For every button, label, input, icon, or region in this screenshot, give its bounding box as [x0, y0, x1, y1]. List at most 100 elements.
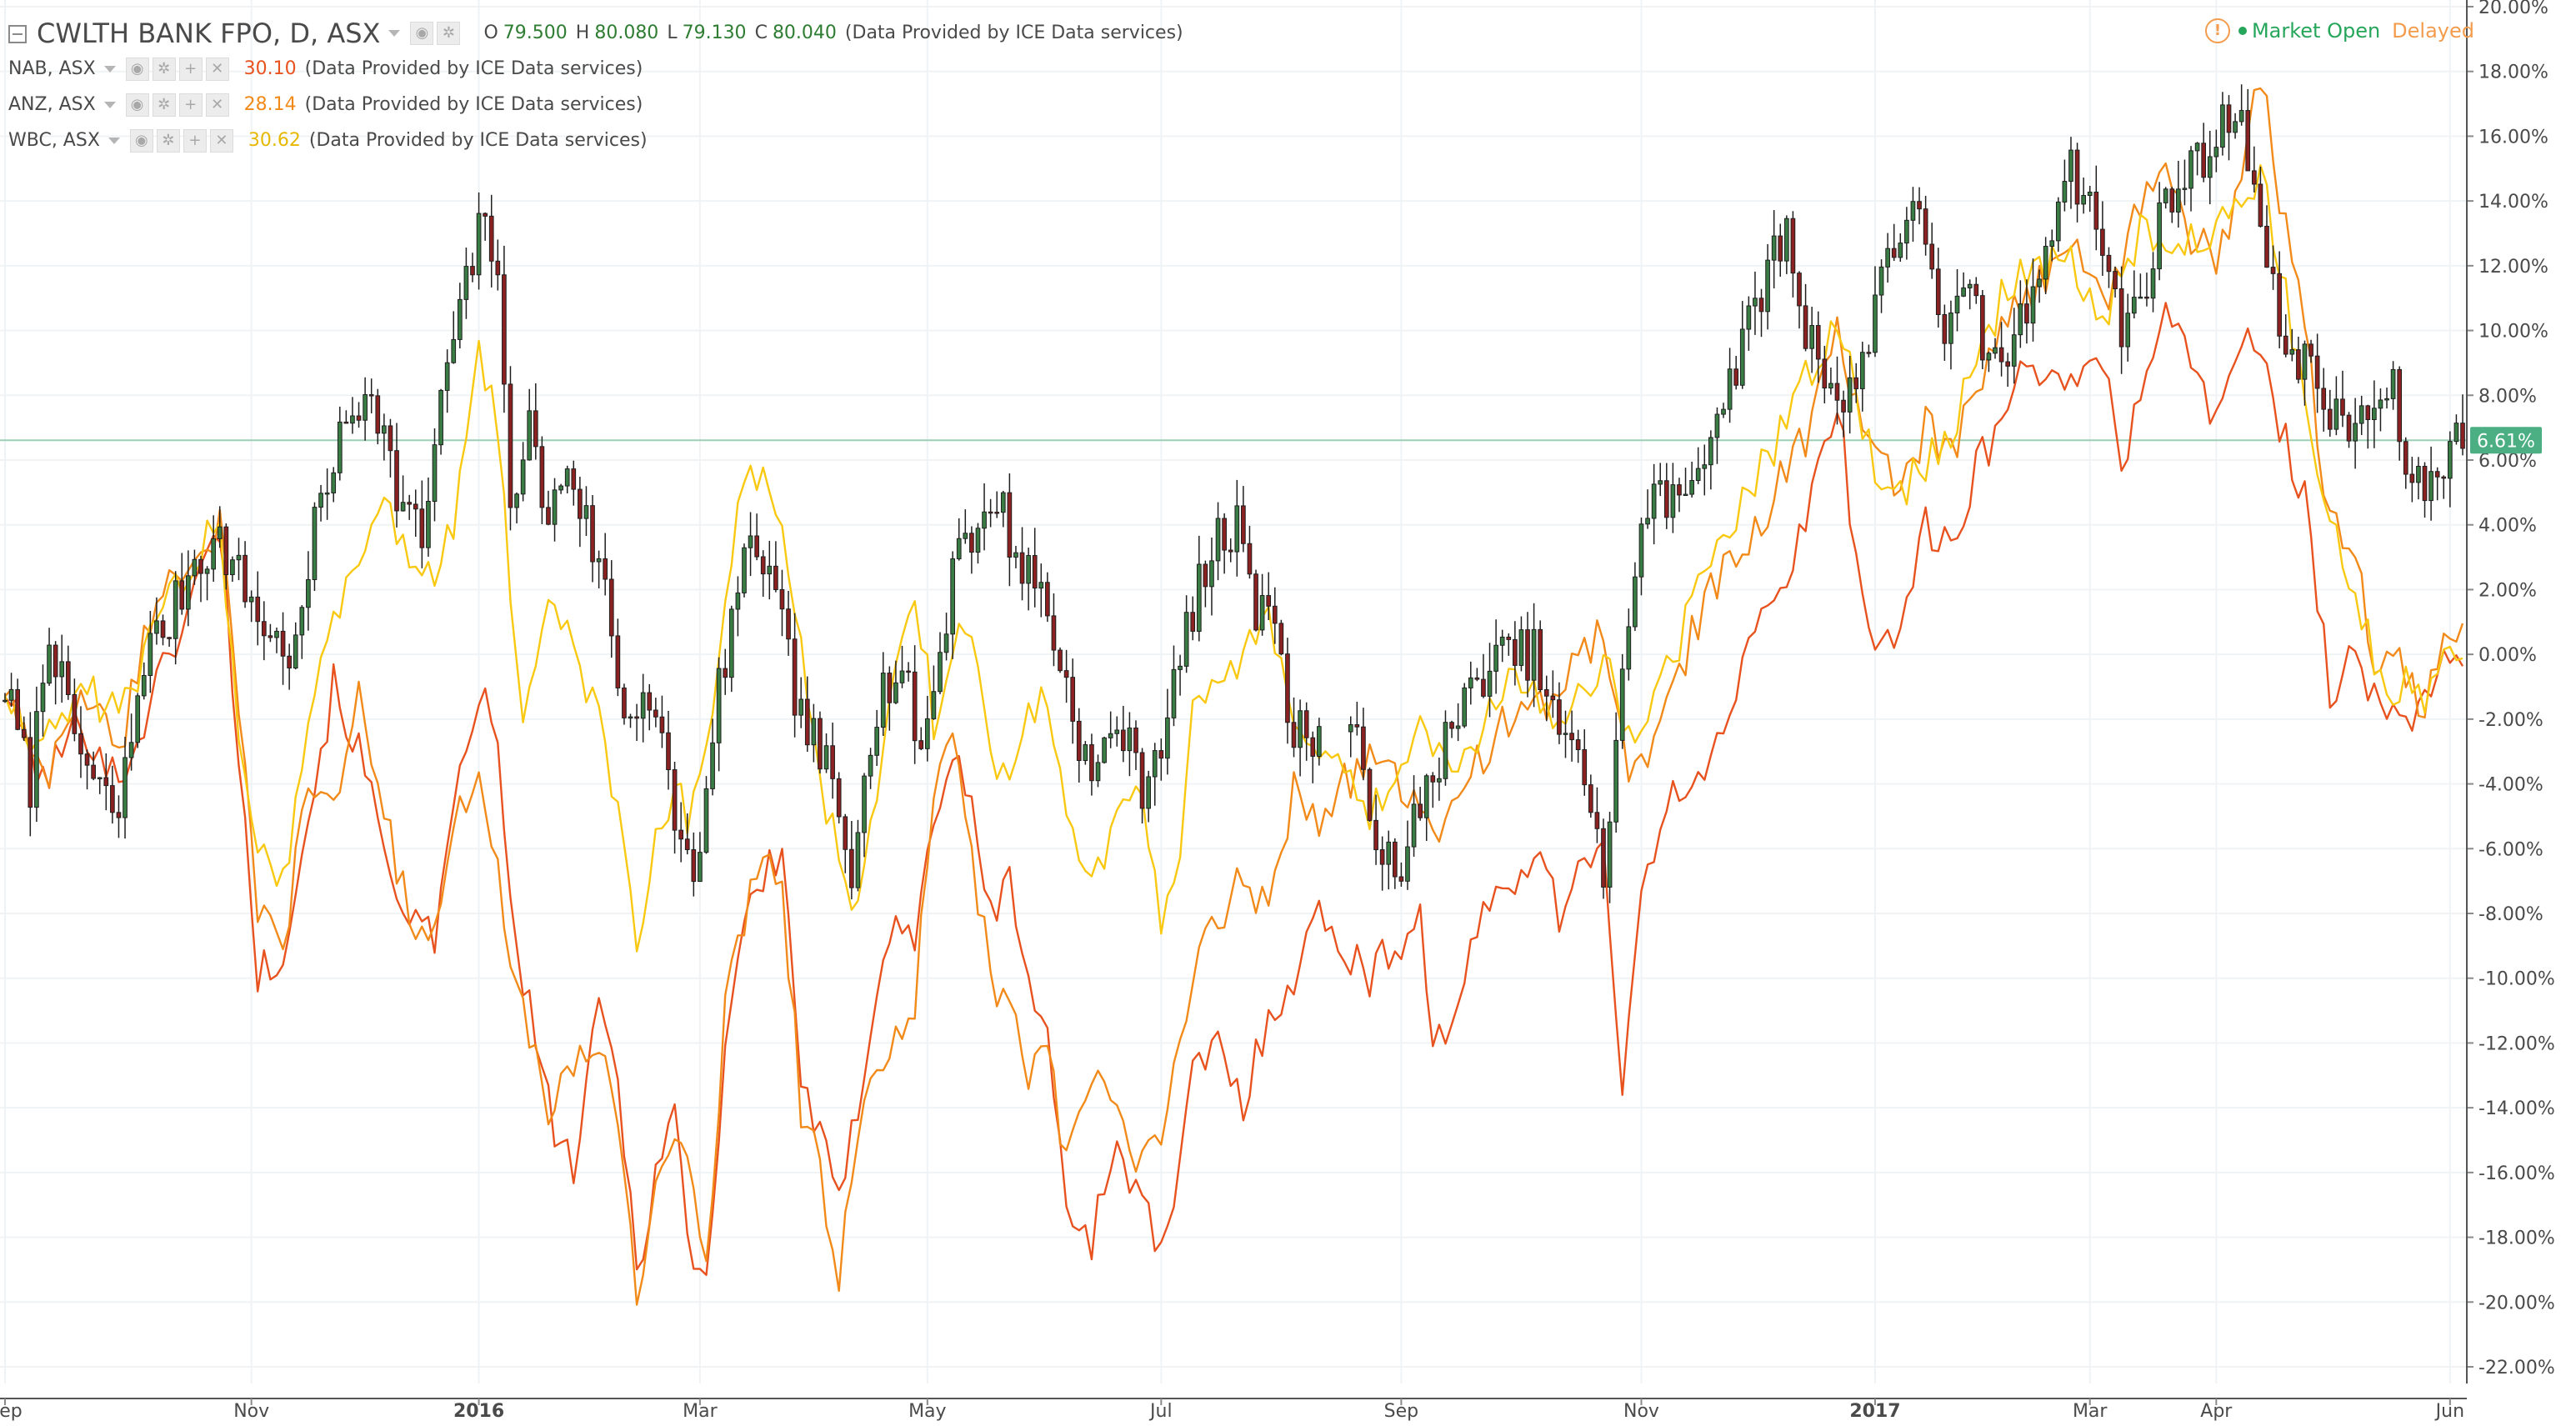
chevron-down-icon[interactable] — [103, 101, 116, 108]
candle-body — [1695, 468, 1701, 482]
candle-body — [735, 592, 741, 610]
close-icon[interactable]: ✕ — [205, 93, 229, 117]
chevron-down-icon[interactable] — [103, 65, 116, 73]
candle-body — [1259, 595, 1265, 631]
chevron-down-icon[interactable] — [108, 137, 120, 144]
candle-body — [160, 620, 166, 638]
candle-body — [274, 630, 279, 638]
candle-body — [2233, 121, 2238, 133]
candle-body — [407, 502, 413, 505]
candle-body — [324, 492, 330, 495]
settings-icon[interactable]: ✲ — [437, 21, 461, 45]
candle-body — [1765, 259, 1770, 313]
candle-body — [1443, 722, 1448, 779]
candle-body — [1146, 776, 1152, 809]
main-symbol[interactable]: CWLTH BANK FPO, D, ASX — [37, 17, 381, 49]
candle-body — [931, 691, 937, 719]
candle-body — [1594, 812, 1600, 829]
y-tick-label: 12.00% — [2478, 257, 2548, 278]
candle-body — [148, 633, 153, 677]
candle-body — [1234, 505, 1240, 553]
candle-body — [1753, 298, 1758, 307]
collapse-icon[interactable] — [8, 24, 27, 43]
candle-body — [2201, 143, 2207, 178]
close-icon[interactable]: ✕ — [205, 57, 229, 81]
candle-body — [742, 547, 747, 593]
series-symbol[interactable]: ANZ, ASX — [8, 94, 96, 115]
candle-body — [65, 661, 71, 695]
candle-body — [438, 389, 443, 446]
candle-body — [1455, 725, 1461, 729]
candle-body — [15, 688, 21, 730]
candle-body — [2378, 399, 2383, 409]
candle-body — [918, 740, 924, 749]
candle-body — [1361, 726, 1366, 770]
candle-body — [2340, 398, 2345, 416]
candle-body — [1898, 243, 1903, 258]
candle-body — [141, 675, 147, 697]
close-icon[interactable]: ✕ — [209, 128, 233, 153]
candle-body — [1373, 819, 1378, 851]
candle-body — [1316, 726, 1322, 757]
candle-body — [2422, 466, 2428, 502]
candle-body — [293, 634, 298, 669]
eye-icon[interactable]: ◉ — [125, 57, 149, 81]
candle-body — [1873, 294, 1878, 353]
candle-body — [2428, 471, 2433, 502]
candle-body — [2321, 388, 2327, 410]
eye-icon[interactable]: ◉ — [129, 128, 153, 153]
candle-body — [1379, 849, 1385, 865]
candle-body — [1727, 368, 1733, 410]
settings-icon[interactable]: ✲ — [152, 93, 176, 117]
candle-body — [703, 788, 709, 853]
candle-body — [2125, 313, 2131, 348]
y-tick-label: -20.00% — [2478, 1293, 2555, 1313]
plus-icon[interactable]: + — [178, 93, 203, 117]
candle-body — [2441, 476, 2447, 479]
candle-body — [1070, 677, 1076, 722]
candle-body — [906, 670, 911, 673]
chevron-down-icon[interactable] — [388, 29, 401, 37]
candle-body — [236, 554, 242, 561]
settings-icon[interactable]: ✲ — [156, 128, 180, 153]
high-label: H — [575, 23, 590, 43]
candle-body — [520, 459, 526, 495]
plus-icon[interactable]: + — [178, 57, 203, 81]
warning-icon[interactable]: ! — [2204, 18, 2230, 43]
settings-icon[interactable]: ✲ — [152, 57, 176, 81]
candle-body — [596, 558, 602, 563]
candle-body — [1241, 505, 1246, 544]
candle-body — [217, 526, 223, 539]
series-symbol[interactable]: WBC, ASX — [8, 130, 100, 151]
series-symbol[interactable]: NAB, ASX — [8, 58, 96, 79]
low-label: L — [667, 23, 678, 43]
candle-body — [1538, 628, 1543, 691]
candle-body — [1841, 399, 1846, 413]
candle-body — [640, 692, 646, 719]
eye-icon[interactable]: ◉ — [125, 93, 149, 117]
candle-body — [1392, 841, 1398, 878]
plus-icon[interactable]: + — [183, 128, 207, 153]
candle-body — [84, 753, 90, 766]
candle-body — [1000, 492, 1006, 513]
candle-body — [1076, 720, 1082, 762]
candle-body — [988, 511, 993, 514]
candle-body — [1139, 752, 1145, 809]
candle-body — [622, 687, 627, 718]
series-buttons: ◉ ✲ + ✕ — [125, 57, 229, 81]
candle-body — [804, 698, 810, 746]
candle-body — [2327, 408, 2333, 430]
candle-body — [2005, 361, 2011, 367]
candle-body — [628, 716, 633, 719]
candle-body — [2353, 423, 2358, 442]
y-tick-label: 10.00% — [2478, 322, 2548, 343]
candle-body — [887, 673, 893, 703]
eye-icon[interactable]: ◉ — [410, 21, 434, 45]
time-axis: Sep Nov 2016 Mar May Jul Sep Nov 2017 Mar Apr Jun — [0, 1383, 2576, 1426]
candle-body — [1367, 768, 1373, 821]
candle-body — [21, 728, 27, 738]
series-buttons: ◉ ✲ + ✕ — [125, 93, 229, 117]
candle-body — [2390, 368, 2396, 399]
